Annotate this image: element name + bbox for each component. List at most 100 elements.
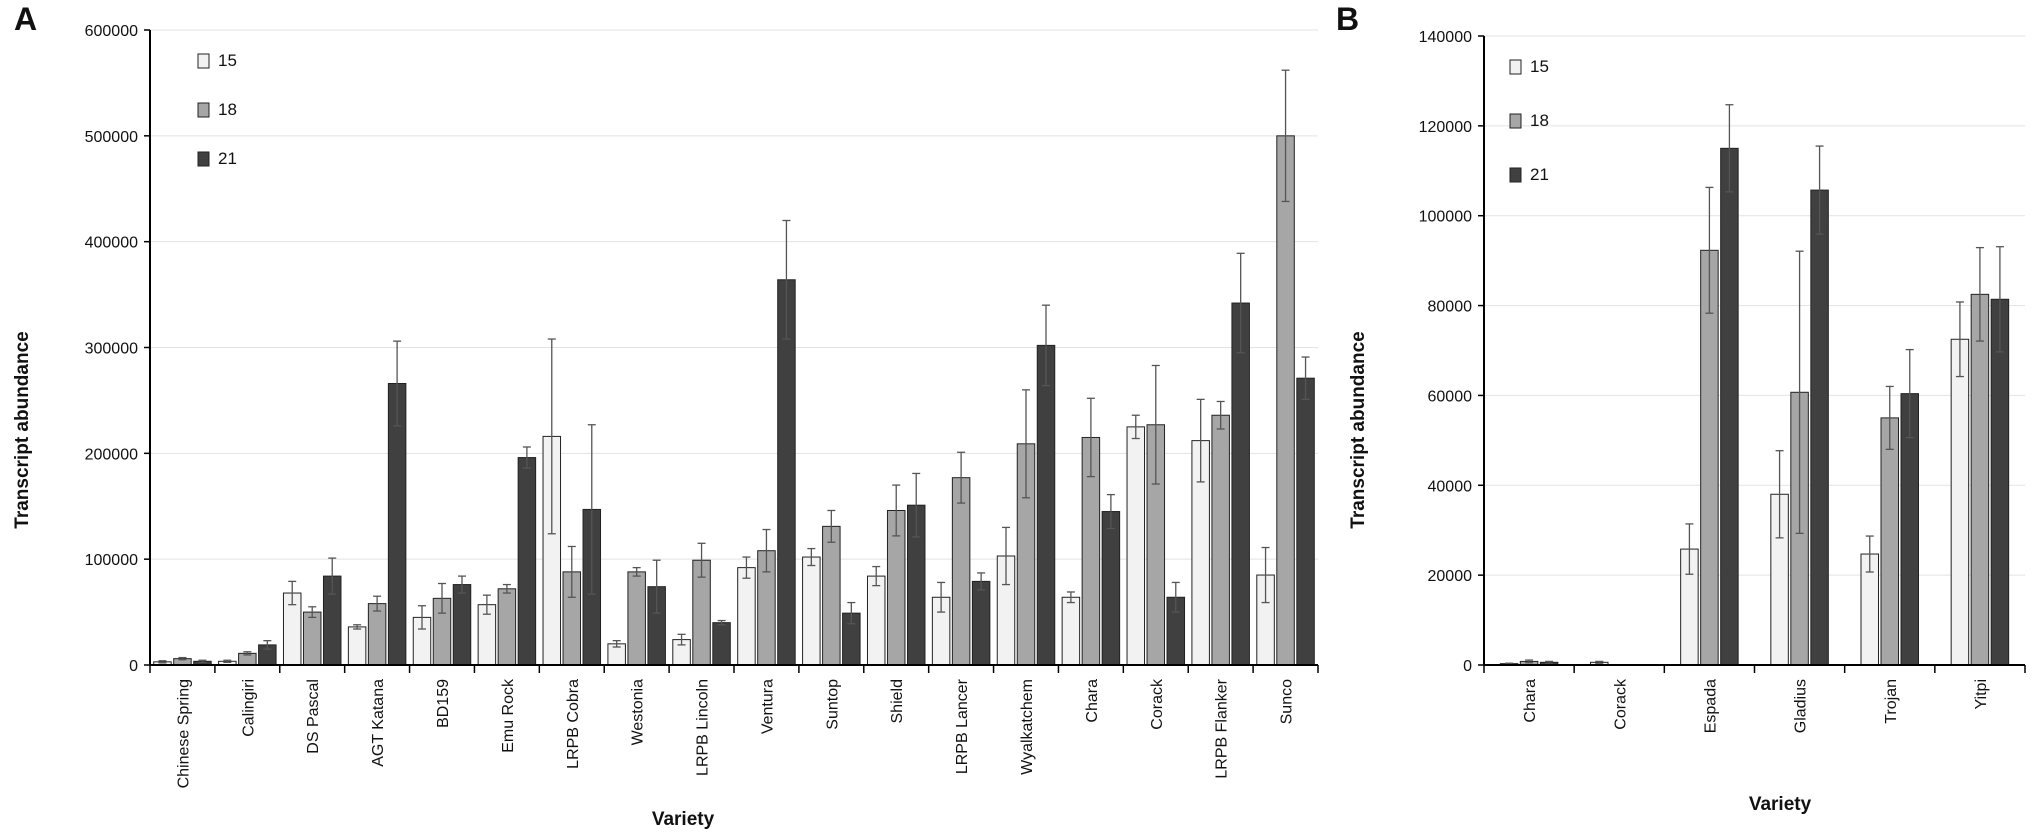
panel-a-error-bar xyxy=(1022,389,1030,499)
panel-b-error-bars xyxy=(1505,104,2004,665)
panel-b-error-bar xyxy=(1505,662,1514,665)
panel-a-error-bar xyxy=(1261,546,1270,604)
panel-b-legend-label-15: 15 xyxy=(1530,57,1549,76)
panel-a-category-label: Sunco xyxy=(1279,679,1296,724)
panel-a-bar-21 xyxy=(452,584,472,666)
panel-a-category-label: LRPB Flanker xyxy=(1214,678,1231,778)
panel-a-bar-18 xyxy=(822,525,841,666)
panel-a-error-bar xyxy=(178,656,187,661)
panel-a-letter: A xyxy=(14,1,37,37)
panel-b-bar-18 xyxy=(1880,417,1899,666)
panel-b-error-bar xyxy=(1795,250,1804,535)
panel-a-error-bar xyxy=(1131,414,1140,440)
panel-a-category-label: DS Pascal xyxy=(305,679,322,754)
panel-a-bar-21 xyxy=(1296,377,1315,666)
panel-a-bar-18 xyxy=(1276,135,1295,666)
panel-a-x-axis-title: Variety xyxy=(652,809,715,830)
panel-a-category-label: AGT Katana xyxy=(370,679,387,767)
panel-a-error-bar xyxy=(223,659,232,664)
panel-b-axes xyxy=(1478,35,2026,673)
panel-a: 0 100000 200000 300000 400000 500000 600000 Ch… xyxy=(12,1,1319,830)
panel-a-error-bar xyxy=(847,601,856,625)
panel-a-bars xyxy=(153,135,1315,666)
panel-a-error-bar xyxy=(1002,526,1010,586)
panel-b-error-bar xyxy=(1955,301,1964,378)
panel-a-error-bar xyxy=(243,651,252,656)
panel-b-x-axis-title: Variety xyxy=(1749,794,1812,815)
panel-a-bar-21 xyxy=(1036,344,1056,666)
panel-b-error-bar xyxy=(1975,246,1984,342)
panel-a-legend: 15 18 21 xyxy=(197,51,237,168)
panel-a-error-bar xyxy=(502,583,511,594)
panel-b-error-bar xyxy=(1525,659,1534,664)
panel-a-bar-15 xyxy=(1061,596,1081,666)
panel-b-error-bar xyxy=(1775,450,1784,539)
panel-b-error-bar xyxy=(1865,535,1874,573)
panel-b-bars xyxy=(1499,147,2010,666)
panel-a-error-bar xyxy=(567,545,576,598)
panel-b-legend-swatch-15 xyxy=(1509,59,1522,75)
panel-a-error-bar xyxy=(677,633,686,646)
panel-b-error-bar xyxy=(1905,348,1914,439)
panel-a-error-bar xyxy=(957,451,966,504)
panel-a-error-bar xyxy=(522,446,531,469)
panel-b-y-tick-label: 60000 xyxy=(1428,388,1473,405)
panel-b-error-bar xyxy=(1595,660,1604,664)
panel-a-y-tick-label: 100000 xyxy=(85,552,138,569)
panel-a-axes xyxy=(144,29,1319,673)
panel-a-y-tick-label: 0 xyxy=(129,658,138,675)
panel-a-category-label: BD159 xyxy=(435,679,452,728)
panel-a-bar-21 xyxy=(517,457,537,666)
panel-a-error-bar xyxy=(438,582,446,614)
panel-b-legend-label-18: 18 xyxy=(1530,111,1549,130)
panel-a-category-label: Corack xyxy=(1149,678,1166,730)
panel-b-category-label: Corack xyxy=(1612,678,1629,730)
panel-a-category-label: Wyalkatchem xyxy=(1019,679,1036,775)
panel-b-bar-21 xyxy=(1720,147,1739,666)
panel-b-category-label: Trojan xyxy=(1883,679,1900,724)
panel-a-category-label: Shield xyxy=(889,679,906,723)
panel-a-error-bar xyxy=(1301,356,1310,401)
panel-a-error-bar xyxy=(742,556,751,579)
panel-a-category-label: LRPB Lincoln xyxy=(695,679,712,776)
panel-a-category-label: Chinese Spring xyxy=(175,679,192,788)
panel-b-error-bar xyxy=(1725,104,1734,193)
panel-b-y-tick-label: 100000 xyxy=(1419,209,1472,226)
panel-a-bar-15 xyxy=(1126,426,1146,666)
panel-a-error-bar xyxy=(288,580,297,606)
panel-a-category-label: LRPB Lancer xyxy=(954,678,971,774)
panel-a-error-bar xyxy=(1171,581,1180,613)
panel-a-error-bar xyxy=(393,340,402,427)
panel-a-error-bar xyxy=(373,595,382,612)
panel-a-error-bar xyxy=(1151,364,1160,485)
panel-b-legend-swatch-21 xyxy=(1509,167,1522,183)
panel-a-bar-21 xyxy=(712,622,731,666)
panel-a-error-bar xyxy=(1196,398,1205,483)
panel-a-category-label: Suntop xyxy=(824,679,841,730)
panel-a-error-bar xyxy=(308,606,317,619)
panel-b-bar-18 xyxy=(1970,293,1990,666)
panel-a-error-bar xyxy=(632,566,641,577)
panel-a-error-bar xyxy=(1042,304,1050,387)
panel-a-error-bar xyxy=(547,338,556,535)
panel-a-category-label: Emu Rock xyxy=(500,678,517,753)
panel-a-error-bar xyxy=(458,575,466,594)
panel-a-error-bar xyxy=(1281,69,1290,203)
panel-a-y-ticks: 0 100000 200000 300000 400000 500000 600000 xyxy=(85,23,138,675)
panel-b-y-axis-title: Transcript abundance xyxy=(1348,331,1369,528)
panel-a-bar-18 xyxy=(302,611,322,666)
panel-a-error-bar xyxy=(328,557,337,595)
panel-a-error-bar xyxy=(912,472,921,538)
panel-a-bar-15 xyxy=(347,626,367,666)
panel-b-legend: 15 18 21 xyxy=(1509,57,1549,184)
panel-a-bar-21 xyxy=(1101,511,1121,666)
panel-a-error-bar xyxy=(782,219,791,340)
panel-a-error-bar xyxy=(652,559,661,614)
panel-a-error-bar xyxy=(158,660,167,664)
panel-b-category-label: Gladius xyxy=(1793,679,1810,733)
panel-a-category-label: LRPB Cobra xyxy=(565,679,582,769)
panel-b-category-label: Yitpi xyxy=(1973,679,1990,710)
panel-a-bar-18 xyxy=(951,477,971,666)
panel-a-category-label: Ventura xyxy=(759,679,776,734)
